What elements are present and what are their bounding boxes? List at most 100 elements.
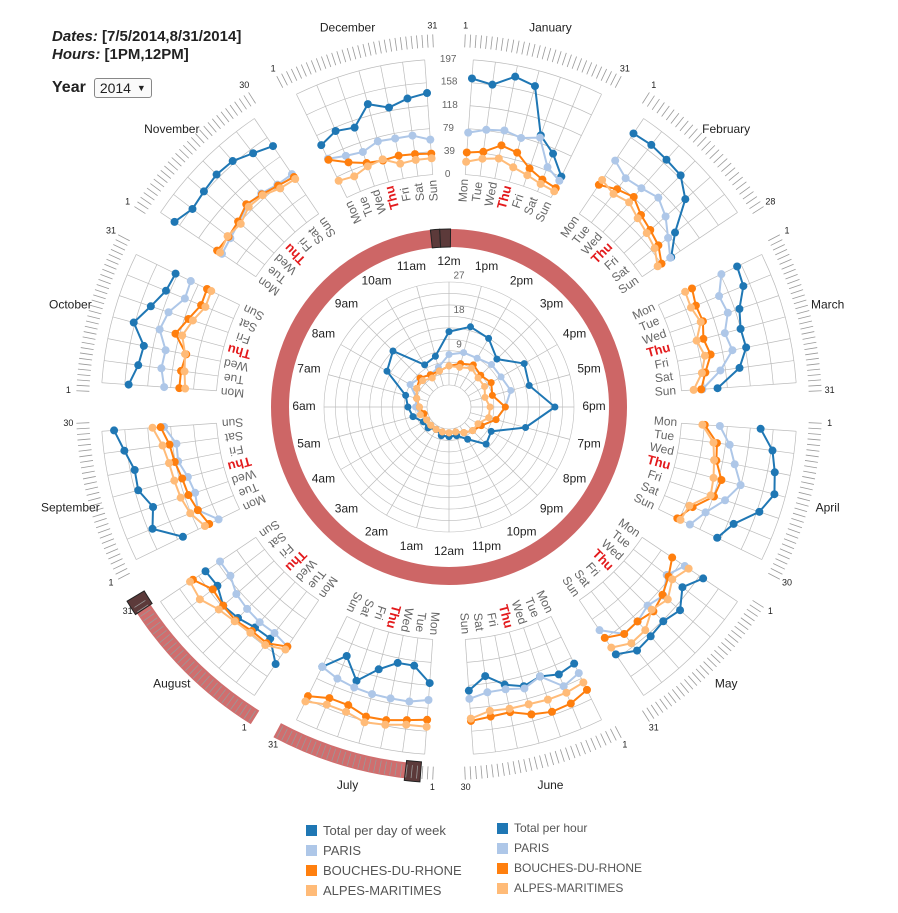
data-point-paris[interactable]	[160, 383, 169, 392]
data-point-total[interactable]	[481, 672, 490, 681]
data-point-am[interactable]	[598, 175, 607, 184]
data-point-am[interactable]	[246, 628, 255, 637]
data-point-am[interactable]	[647, 605, 656, 614]
hourly-point-am[interactable]	[486, 403, 494, 411]
data-point-paris[interactable]	[155, 325, 164, 334]
data-point-total[interactable]	[317, 141, 326, 150]
data-point-total[interactable]	[393, 658, 402, 667]
data-point-am[interactable]	[607, 643, 616, 652]
data-point-paris[interactable]	[723, 308, 732, 317]
data-point-paris[interactable]	[661, 212, 670, 221]
hourly-point-total[interactable]	[466, 323, 474, 331]
hourly-point-am[interactable]	[445, 362, 453, 370]
data-point-am[interactable]	[523, 171, 532, 180]
data-point-total[interactable]	[410, 661, 419, 670]
data-point-paris[interactable]	[520, 684, 529, 693]
data-point-bdr[interactable]	[462, 148, 471, 157]
date-brush-handle-end[interactable]	[126, 590, 153, 616]
data-point-paris[interactable]	[164, 308, 173, 317]
data-point-total[interactable]	[363, 100, 372, 109]
data-point-am[interactable]	[709, 438, 718, 447]
hourly-point-total[interactable]	[493, 355, 501, 363]
data-point-am[interactable]	[244, 202, 253, 211]
data-point-paris[interactable]	[386, 694, 395, 703]
hourly-point-bdr[interactable]	[488, 391, 496, 399]
data-point-total[interactable]	[201, 567, 210, 576]
data-point-am[interactable]	[700, 351, 709, 360]
data-point-am[interactable]	[422, 722, 431, 731]
data-point-bdr[interactable]	[156, 423, 165, 432]
data-point-am[interactable]	[258, 191, 267, 200]
data-point-total[interactable]	[129, 318, 138, 327]
data-point-bdr[interactable]	[629, 192, 638, 201]
data-point-total[interactable]	[770, 468, 779, 477]
hourly-point-total[interactable]	[431, 352, 439, 360]
data-point-total[interactable]	[120, 446, 129, 455]
data-point-total[interactable]	[735, 363, 744, 372]
data-point-am[interactable]	[301, 697, 310, 706]
data-point-am[interactable]	[681, 287, 690, 296]
data-point-total[interactable]	[342, 652, 351, 661]
data-point-am[interactable]	[381, 720, 390, 729]
data-point-am[interactable]	[689, 385, 698, 394]
data-point-paris[interactable]	[543, 163, 552, 172]
data-point-am[interactable]	[180, 367, 189, 376]
data-point-bdr[interactable]	[165, 440, 174, 449]
date-brush-august[interactable]	[131, 596, 260, 725]
data-point-paris[interactable]	[350, 683, 359, 692]
data-point-am[interactable]	[706, 491, 715, 500]
hourly-point-am[interactable]	[456, 363, 464, 371]
data-point-am[interactable]	[710, 456, 719, 465]
data-point-am[interactable]	[685, 501, 694, 510]
date-brush-july[interactable]	[273, 723, 416, 780]
year-select[interactable]: 2014 ▼	[93, 78, 152, 98]
data-point-total[interactable]	[488, 80, 497, 89]
data-point-paris[interactable]	[333, 674, 342, 683]
data-point-am[interactable]	[195, 595, 204, 604]
data-point-bdr[interactable]	[668, 553, 677, 562]
data-point-total[interactable]	[770, 490, 779, 499]
data-point-total[interactable]	[659, 617, 668, 626]
data-point-am[interactable]	[176, 493, 185, 502]
data-point-bdr[interactable]	[620, 629, 629, 638]
data-point-total[interactable]	[269, 142, 278, 151]
data-point-total[interactable]	[271, 660, 280, 669]
data-point-paris[interactable]	[721, 496, 730, 505]
data-point-paris[interactable]	[255, 618, 264, 627]
data-point-total[interactable]	[146, 302, 155, 311]
data-point-total[interactable]	[170, 217, 179, 226]
data-point-paris[interactable]	[715, 292, 724, 301]
hourly-point-am[interactable]	[474, 374, 482, 382]
data-point-paris[interactable]	[664, 233, 673, 242]
hourly-point-am[interactable]	[460, 429, 468, 437]
data-point-am[interactable]	[625, 198, 634, 207]
data-point-am[interactable]	[562, 688, 571, 697]
data-point-total[interactable]	[678, 583, 687, 592]
data-point-paris[interactable]	[654, 193, 663, 202]
data-point-total[interactable]	[374, 665, 383, 674]
hourly-point-total[interactable]	[389, 347, 397, 355]
data-point-am[interactable]	[223, 232, 232, 241]
hourly-point-am[interactable]	[452, 428, 460, 436]
data-point-am[interactable]	[322, 700, 331, 709]
data-point-am[interactable]	[642, 229, 651, 238]
data-point-paris[interactable]	[373, 137, 382, 146]
data-point-paris[interactable]	[161, 346, 170, 355]
data-point-bdr[interactable]	[658, 590, 667, 599]
data-point-paris[interactable]	[536, 133, 545, 142]
data-point-total[interactable]	[736, 324, 745, 333]
data-point-paris[interactable]	[391, 134, 400, 143]
data-point-bdr[interactable]	[184, 491, 193, 500]
data-point-paris[interactable]	[191, 488, 200, 497]
data-point-paris[interactable]	[555, 176, 564, 185]
data-point-paris[interactable]	[720, 329, 729, 338]
data-point-total[interactable]	[511, 72, 520, 81]
data-point-am[interactable]	[663, 595, 672, 604]
data-point-total[interactable]	[352, 676, 361, 685]
data-point-paris[interactable]	[214, 515, 223, 524]
hourly-point-am[interactable]	[413, 394, 421, 402]
data-point-bdr[interactable]	[547, 707, 556, 716]
data-point-total[interactable]	[713, 384, 722, 393]
data-point-paris[interactable]	[736, 481, 745, 490]
data-point-am[interactable]	[650, 244, 659, 253]
